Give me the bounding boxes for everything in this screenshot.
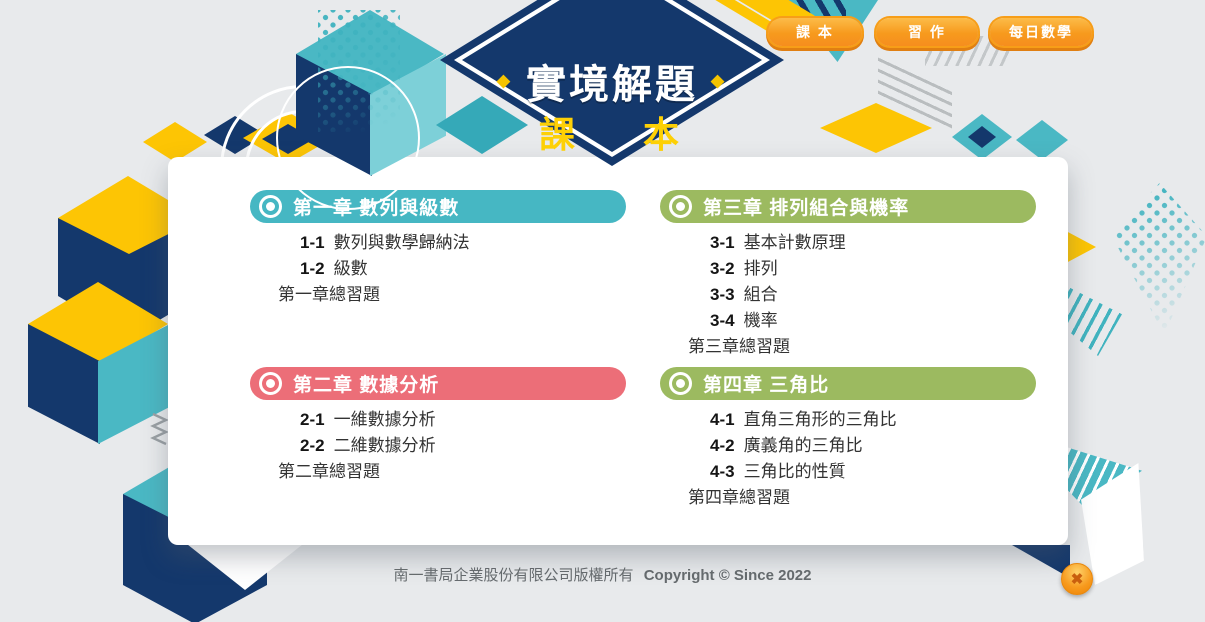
- page-title: ◆ 實境解題 ◆: [430, 52, 794, 110]
- lesson-label: 第二章總習題: [278, 462, 380, 481]
- lesson-label: 排列: [743, 259, 778, 278]
- lesson-number: 1-1: [300, 233, 325, 252]
- lesson-item[interactable]: 1-2 級數: [300, 256, 626, 282]
- chapter-review-item[interactable]: 第三章總習題: [688, 334, 1036, 360]
- chapter-review-item[interactable]: 第二章總習題: [278, 459, 626, 485]
- lesson-item[interactable]: 4-2 廣義角的三角比: [710, 433, 1036, 459]
- lesson-number: 3-3: [710, 285, 735, 304]
- lesson-list: 2-1 一維數據分析 2-2 二維數據分析第二章總習題: [278, 407, 626, 485]
- lesson-item[interactable]: 2-1 一維數據分析: [300, 407, 626, 433]
- lesson-label: 一維數據分析: [333, 410, 436, 429]
- target-icon: [259, 372, 282, 395]
- chapter-section-2: 第二章 數據分析 2-1 一維數據分析 2-2 二維數據分析第二章總習題: [250, 367, 626, 485]
- nav-button-textbook[interactable]: 課 本: [768, 18, 862, 46]
- lesson-label: 第一章總習題: [278, 285, 380, 304]
- lesson-item[interactable]: 4-3 三角比的性質: [710, 459, 1036, 485]
- diamond-decor: [968, 126, 996, 148]
- chapter-title: 第三章 排列組合與機率: [703, 198, 910, 219]
- lesson-item[interactable]: 1-1 數列與數學歸納法: [300, 230, 626, 256]
- close-button[interactable]: ✖: [1061, 563, 1093, 595]
- arc-decor: [276, 66, 420, 210]
- lesson-label: 第四章總習題: [688, 488, 790, 507]
- lesson-number: 4-2: [710, 436, 735, 455]
- lesson-list: 3-1 基本計數原理 3-2 排列 3-3 組合 3-4 機率第三章總習題: [688, 230, 1036, 360]
- close-icon: ✖: [1070, 571, 1084, 588]
- lesson-item[interactable]: 3-1 基本計數原理: [710, 230, 1036, 256]
- diamond-accent-icon: ◆: [711, 71, 728, 90]
- nav-button-daily-math[interactable]: 每日數學: [990, 18, 1092, 46]
- lesson-number: 3-4: [710, 311, 735, 330]
- chapter-header: 第二章 數據分析: [250, 367, 626, 400]
- zigzag-decor: [150, 412, 169, 446]
- lesson-label: 級數: [333, 259, 368, 278]
- chapter-header: 第四章 三角比: [660, 367, 1036, 400]
- lesson-number: 3-1: [710, 233, 735, 252]
- lesson-item[interactable]: 3-4 機率: [710, 308, 1036, 334]
- lesson-label: 基本計數原理: [743, 233, 846, 252]
- lesson-number: 1-2: [300, 259, 325, 278]
- page-title-text: 實境解題: [526, 63, 698, 107]
- lesson-label: 第三章總習題: [688, 337, 790, 356]
- page-subtitle: 課 本: [538, 114, 685, 155]
- copyright-zh: 南一書局企業股份有限公司版權所有: [393, 567, 634, 584]
- lesson-number: 2-1: [300, 410, 325, 429]
- lesson-item[interactable]: 3-2 排列: [710, 256, 1036, 282]
- lesson-item[interactable]: 2-2 二維數據分析: [300, 433, 626, 459]
- target-icon: [259, 195, 282, 218]
- lesson-label: 二維數據分析: [333, 436, 436, 455]
- stripe-decor: [1062, 283, 1122, 356]
- lesson-label: 數列與數學歸納法: [333, 233, 470, 252]
- chapter-title: 第二章 數據分析: [293, 375, 440, 396]
- lesson-number: 2-2: [300, 436, 325, 455]
- lesson-number: 4-1: [710, 410, 735, 429]
- chapter-section-1: 第一章 數列與級數 1-1 數列與數學歸納法 1-2 級數第一章總習題: [250, 190, 626, 308]
- lesson-label: 廣義角的三角比: [743, 436, 863, 455]
- lesson-number: 3-2: [710, 259, 735, 278]
- footer-copyright: 南一書局企業股份有限公司版權所有 Copyright © Since 2022: [0, 564, 1205, 585]
- content-card: 第一章 數列與級數 1-1 數列與數學歸納法 1-2 級數第一章總習題第二章 數據分析 2…: [168, 157, 1068, 545]
- yellow-triangle-decor: [1066, 231, 1096, 263]
- target-icon: [669, 195, 692, 218]
- diamond-decor: [1016, 120, 1068, 160]
- lesson-item[interactable]: 4-1 直角三角形的三角比: [710, 407, 1036, 433]
- chapter-review-item[interactable]: 第一章總習題: [278, 282, 626, 308]
- chapter-header: 第一章 數列與級數: [250, 190, 626, 223]
- lesson-label: 機率: [743, 311, 778, 330]
- chapter-review-item[interactable]: 第四章總習題: [688, 485, 1036, 511]
- nav-button-workbook[interactable]: 習 作: [876, 18, 978, 46]
- target-icon: [669, 372, 692, 395]
- dot-grid-decor: [1112, 183, 1205, 335]
- chapter-header: 第三章 排列組合與機率: [660, 190, 1036, 223]
- lesson-number: 4-3: [710, 462, 735, 481]
- lesson-label: 直角三角形的三角比: [743, 410, 897, 429]
- lesson-list: 4-1 直角三角形的三角比 4-2 廣義角的三角比 4-3 三角比的性質第四章總習題: [688, 407, 1036, 511]
- lesson-item[interactable]: 3-3 組合: [710, 282, 1036, 308]
- diamond-decor: [143, 122, 207, 162]
- lesson-label: 組合: [743, 285, 778, 304]
- chapter-title: 第四章 三角比: [703, 375, 830, 396]
- lesson-label: 三角比的性質: [743, 462, 846, 481]
- diamond-accent-icon: ◆: [496, 71, 513, 90]
- chapter-section-3: 第三章 排列組合與機率 3-1 基本計數原理 3-2 排列 3-3 組合 3-4 機率第三章總習…: [660, 190, 1036, 360]
- lesson-list: 1-1 數列與數學歸納法 1-2 級數第一章總習題: [278, 230, 626, 308]
- chapter-section-4: 第四章 三角比 4-1 直角三角形的三角比 4-2 廣義角的三角比 4-3 三角比的性質第四…: [660, 367, 1036, 511]
- copyright-en: Copyright © Since 2022: [643, 567, 812, 584]
